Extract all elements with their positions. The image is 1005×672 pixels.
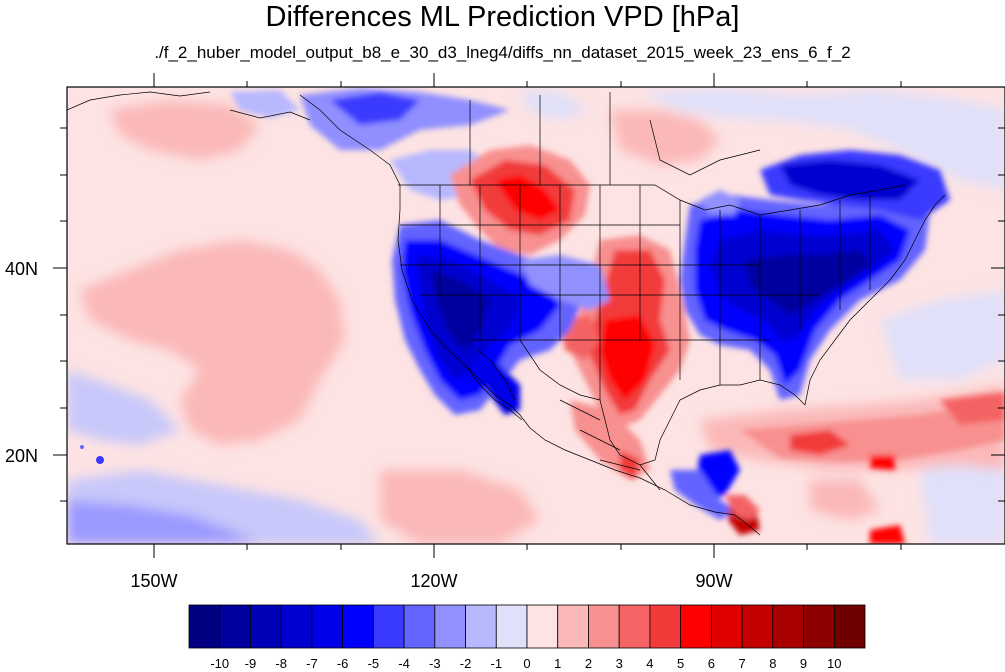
field-patch bbox=[67, 370, 180, 445]
field-patch bbox=[80, 240, 345, 445]
arctic-coast bbox=[67, 91, 311, 121]
colorbar-swatch bbox=[280, 604, 313, 649]
mexico-lines bbox=[559, 399, 661, 491]
field-patch bbox=[230, 90, 300, 118]
plot-title: Differences ML Prediction VPD [hPa] bbox=[265, 1, 740, 33]
field-patch bbox=[745, 250, 870, 315]
field-patch bbox=[96, 456, 104, 464]
field-patch bbox=[80, 445, 84, 449]
colorbar-swatch bbox=[311, 604, 344, 649]
field-patch bbox=[870, 525, 905, 544]
field-patch bbox=[67, 500, 260, 544]
colorbar-swatch bbox=[526, 604, 559, 649]
colorbar-swatch bbox=[680, 604, 712, 649]
colorbar-swatch bbox=[250, 604, 282, 649]
colorbar-swatch bbox=[618, 604, 651, 649]
colorbar-swatch bbox=[219, 604, 251, 649]
colorbar-label: -9 bbox=[245, 656, 257, 671]
colorbar-swatch bbox=[649, 604, 682, 649]
field-patch bbox=[920, 460, 1005, 544]
field-patch bbox=[495, 175, 560, 220]
tick-marks bbox=[53, 73, 1005, 558]
boundaries bbox=[67, 91, 946, 536]
colorbar-label: -1 bbox=[490, 656, 502, 671]
colorbar-label: -10 bbox=[210, 656, 229, 671]
field-patch bbox=[380, 470, 540, 544]
field-patch bbox=[600, 315, 655, 400]
colorbar-swatch bbox=[557, 604, 589, 649]
colorbar-label: 5 bbox=[677, 656, 684, 671]
y-tick-label-20n: 20N bbox=[5, 446, 38, 466]
field-patch bbox=[940, 392, 1005, 425]
pacific-coastline bbox=[299, 94, 761, 536]
canada-lines bbox=[469, 92, 761, 185]
us-canada-border bbox=[398, 184, 906, 216]
colorbar-swatch bbox=[803, 604, 835, 649]
colorbar-label: -4 bbox=[398, 656, 410, 671]
field-patch bbox=[880, 290, 1005, 380]
atlantic-coastline bbox=[804, 194, 946, 406]
y-tick-label-40n: 40N bbox=[5, 259, 38, 279]
colorbar-label: -8 bbox=[275, 656, 287, 671]
plot-subtitle: ./f_2_huber_model_output_b8_e_30_d3_lneg… bbox=[154, 43, 851, 62]
colorbar: -10 -9 -8 -7 -6 -5 -4 -3 -2 -1 0 1 2 3 4 5 6 7 8 9 10 bbox=[188, 604, 866, 671]
colorbar-swatch bbox=[188, 604, 221, 649]
field-patch bbox=[520, 90, 590, 120]
contour-field bbox=[67, 87, 1005, 544]
state-lines bbox=[400, 185, 871, 401]
colorbar-label: 2 bbox=[585, 656, 592, 671]
field-patch bbox=[330, 92, 420, 125]
colorbar-swatch bbox=[772, 604, 804, 649]
field-patch bbox=[780, 160, 920, 200]
field-patch bbox=[520, 255, 610, 310]
colorbar-swatch bbox=[465, 604, 497, 649]
colorbar-swatch bbox=[710, 604, 743, 649]
colorbar-swatch bbox=[495, 604, 528, 649]
x-tick-label-120w: 120W bbox=[410, 571, 457, 591]
field-patch bbox=[670, 470, 735, 520]
field-patch bbox=[470, 360, 520, 415]
colorbar-label: 3 bbox=[616, 656, 623, 671]
colorbar-swatch bbox=[588, 604, 620, 649]
colorbar-label: 9 bbox=[800, 656, 807, 671]
colorbar-swatch bbox=[741, 604, 774, 649]
colorbar-label: -5 bbox=[368, 656, 380, 671]
field-patch bbox=[810, 480, 880, 520]
colorbar-label: 4 bbox=[646, 656, 653, 671]
field-patch bbox=[790, 430, 850, 455]
colorbar-label: 10 bbox=[827, 656, 841, 671]
colorbar-label: 1 bbox=[554, 656, 561, 671]
field-patch bbox=[430, 270, 490, 350]
x-tick-label-90w: 90W bbox=[695, 571, 732, 591]
colorbar-label: 0 bbox=[523, 656, 530, 671]
colorbar-label: -2 bbox=[460, 656, 472, 671]
colorbar-label: -6 bbox=[337, 656, 349, 671]
x-tick-label-150w: 150W bbox=[130, 571, 177, 591]
field-patch bbox=[870, 455, 895, 470]
colorbar-swatch bbox=[434, 604, 466, 649]
colorbar-swatch bbox=[342, 604, 374, 649]
colorbar-swatch bbox=[403, 604, 436, 649]
colorbar-label: 6 bbox=[708, 656, 715, 671]
colorbar-label: -7 bbox=[306, 656, 318, 671]
colorbar-label: 8 bbox=[769, 656, 776, 671]
field-patch bbox=[725, 495, 760, 520]
field-patch bbox=[610, 110, 720, 165]
colorbar-swatch bbox=[833, 604, 866, 649]
colorbar-label: -3 bbox=[429, 656, 441, 671]
colorbar-label: 7 bbox=[738, 656, 745, 671]
colorbar-swatch bbox=[372, 604, 405, 649]
field-patch bbox=[640, 88, 1005, 190]
field-patch bbox=[110, 100, 260, 160]
baja-coastline bbox=[464, 349, 523, 421]
